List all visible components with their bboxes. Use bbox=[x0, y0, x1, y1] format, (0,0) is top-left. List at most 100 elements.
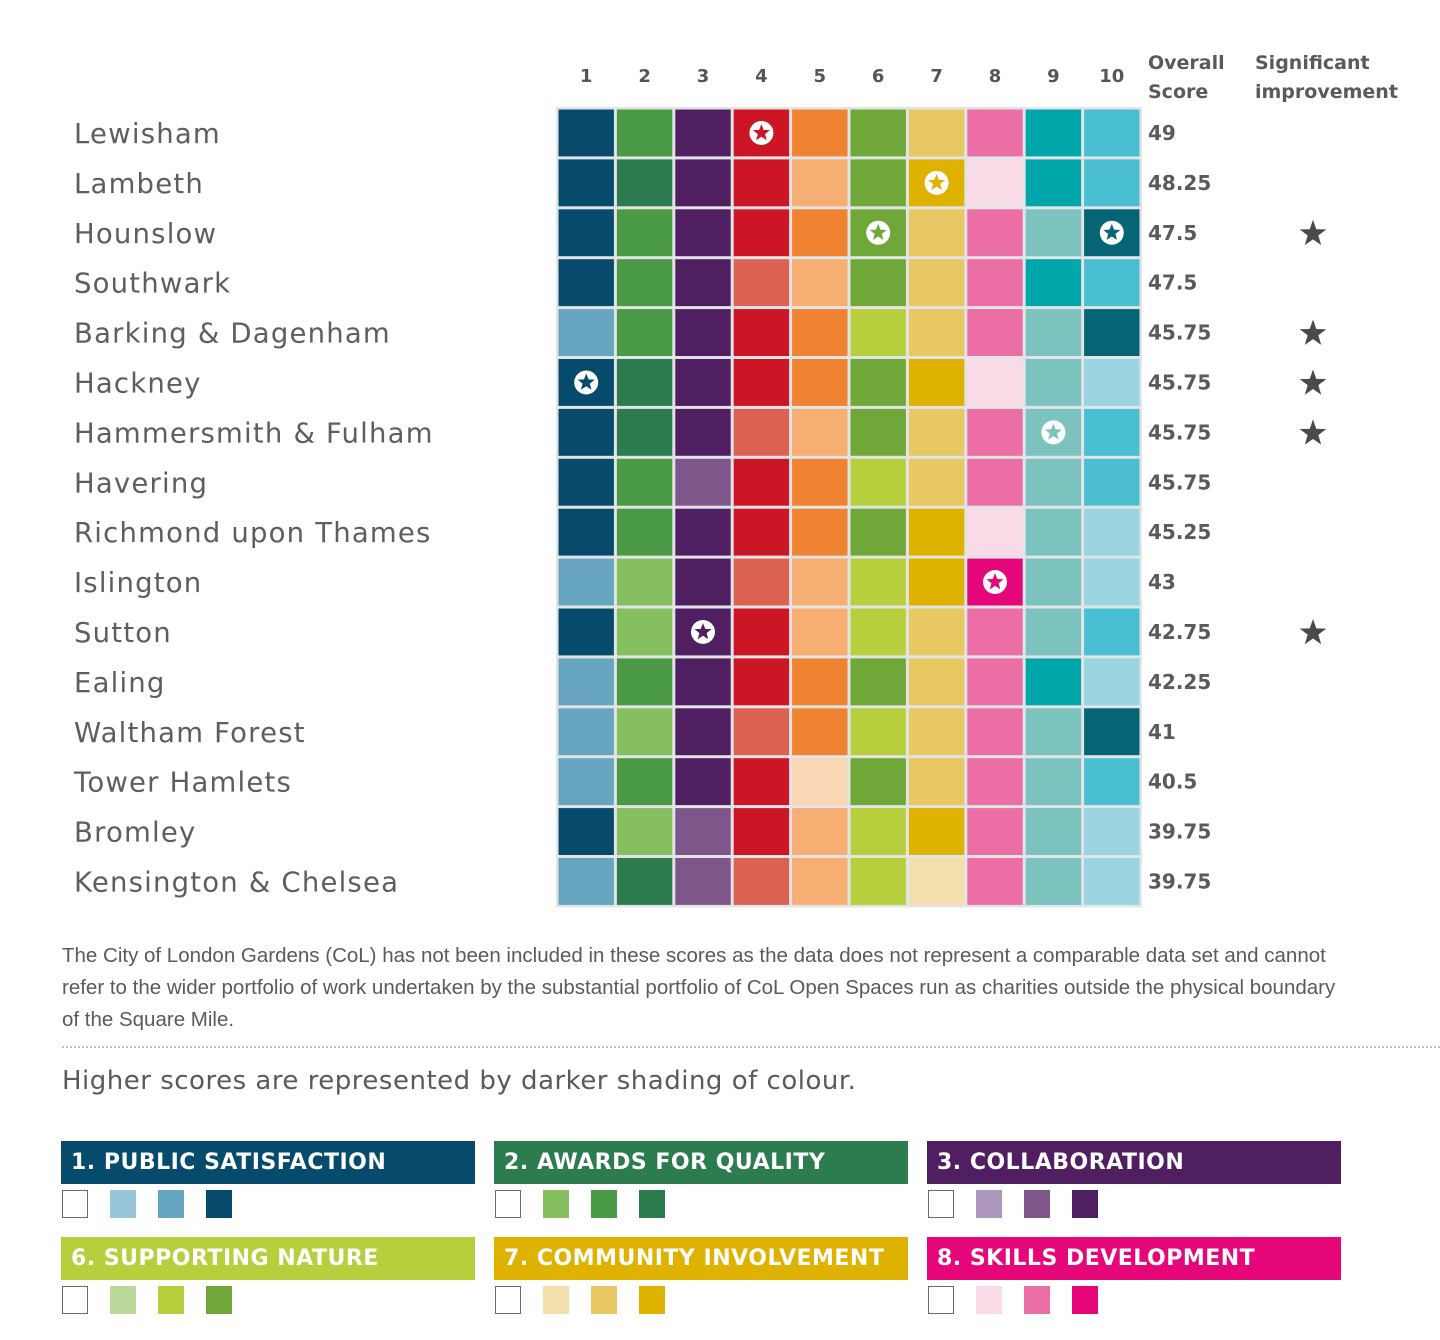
heatmap-cell bbox=[616, 109, 673, 157]
legend-swatch bbox=[976, 1286, 1002, 1314]
legend-swatch bbox=[976, 1190, 1002, 1218]
heatmap-chart: 1 2 3 4 5 6 7 8 9 10 Overall Score Significant improv… bbox=[73, 52, 1398, 908]
heatmap-cell bbox=[733, 608, 790, 656]
heatmap-cell bbox=[675, 259, 731, 307]
heatmap-cell bbox=[850, 359, 906, 406]
overall-score-header: Overall bbox=[1148, 52, 1225, 74]
heatmap-cell bbox=[967, 359, 1023, 406]
legend-swatch bbox=[206, 1286, 232, 1314]
row-label: Southwark bbox=[74, 268, 231, 300]
legend-swatch bbox=[543, 1190, 569, 1218]
heatmap-cell bbox=[1084, 858, 1140, 905]
heatmap-cell bbox=[792, 758, 848, 806]
legend-swatch bbox=[928, 1190, 954, 1218]
legend-swatches bbox=[61, 1190, 475, 1220]
heatmap-cell bbox=[675, 758, 731, 806]
heatmap-cell bbox=[792, 558, 848, 606]
legend-swatches bbox=[494, 1286, 908, 1316]
heatmap-cell bbox=[850, 558, 906, 606]
overall-score: 45.75 bbox=[1148, 420, 1211, 444]
heatmap-cell bbox=[1084, 558, 1140, 606]
heatmap-cell bbox=[850, 608, 906, 656]
column-header: 2 bbox=[638, 66, 651, 87]
heatmap-cell bbox=[850, 858, 906, 905]
heatmap-cell bbox=[1084, 508, 1140, 556]
legend-swatch bbox=[158, 1286, 184, 1314]
heatmap-cell bbox=[1084, 708, 1140, 756]
heatmap-cell bbox=[1084, 109, 1140, 157]
heatmap-cell bbox=[675, 808, 731, 855]
heatmap-cell bbox=[675, 408, 731, 456]
row-label: Waltham Forest bbox=[74, 717, 306, 749]
heatmap-cell bbox=[1025, 508, 1082, 556]
heatmap-cell bbox=[558, 259, 614, 307]
heatmap-cell bbox=[1025, 608, 1082, 656]
overall-score: 49 bbox=[1148, 121, 1176, 145]
column-header: 4 bbox=[755, 66, 768, 87]
heatmap-cell bbox=[1084, 758, 1140, 806]
legend-title: 7. COMMUNITY INVOLVEMENT bbox=[494, 1237, 908, 1280]
heatmap-cell bbox=[1084, 608, 1140, 656]
overall-score: 45.75 bbox=[1148, 370, 1211, 394]
heatmap-cell bbox=[967, 608, 1023, 656]
heatmap-cell bbox=[850, 408, 906, 456]
legend-swatches bbox=[927, 1190, 1341, 1220]
heatmap-cell bbox=[733, 858, 790, 905]
heatmap-cell bbox=[850, 259, 906, 307]
heatmap-cell bbox=[967, 658, 1023, 706]
heatmap-cell bbox=[1084, 159, 1140, 207]
heatmap-cell bbox=[1025, 259, 1082, 307]
heatmap-cell bbox=[558, 159, 614, 207]
heatmap-cell bbox=[908, 558, 965, 606]
heatmap-cell bbox=[616, 758, 673, 806]
legend-swatches bbox=[494, 1190, 908, 1220]
legend-swatch bbox=[206, 1190, 232, 1218]
row-label: Barking & Dagenham bbox=[74, 318, 391, 350]
row-label: Richmond upon Thames bbox=[74, 517, 432, 549]
legend-swatch bbox=[1024, 1286, 1050, 1314]
heatmap-cell bbox=[1025, 808, 1082, 855]
row-label: Islington bbox=[74, 567, 202, 599]
column-header: 7 bbox=[930, 66, 943, 87]
heatmap-cell bbox=[733, 758, 790, 806]
legend-swatch bbox=[591, 1286, 617, 1314]
improvement-header: improvement bbox=[1255, 81, 1398, 103]
heatmap-cell bbox=[1025, 359, 1082, 406]
heatmap-cell bbox=[1025, 458, 1082, 506]
row-label: Sutton bbox=[74, 617, 172, 649]
heatmap-cell bbox=[558, 458, 614, 506]
heatmap-cell bbox=[675, 309, 731, 356]
heatmap-cell bbox=[616, 408, 673, 456]
row-label: Lambeth bbox=[74, 168, 204, 200]
heatmap-cell bbox=[850, 309, 906, 356]
heatmap-cell bbox=[558, 608, 614, 656]
heatmap-cell bbox=[675, 109, 731, 157]
heatmap-cell bbox=[792, 259, 848, 307]
improvement-star-icon bbox=[1299, 369, 1327, 395]
heatmap-cell bbox=[675, 209, 731, 257]
improvement-star-icon bbox=[1299, 419, 1327, 445]
improvement-star-icon bbox=[1299, 219, 1327, 246]
heatmap-cell bbox=[675, 658, 731, 706]
heatmap-cell bbox=[733, 408, 790, 456]
row-label: Havering bbox=[74, 467, 208, 499]
heatmap-cell bbox=[616, 359, 673, 406]
heatmap-cell bbox=[1025, 858, 1082, 905]
heatmap-cell bbox=[1084, 359, 1140, 406]
heatmap-cell bbox=[967, 309, 1023, 356]
heatmap-cell bbox=[675, 508, 731, 556]
heatmap-cell bbox=[908, 608, 965, 656]
heatmap-cell bbox=[908, 508, 965, 556]
heatmap-cell bbox=[1084, 259, 1140, 307]
award-star-icon bbox=[1103, 223, 1121, 241]
footnote: The City of London Gardens (CoL) has not… bbox=[62, 944, 1336, 1031]
legend-item-awards-for-quality: 2. AWARDS FOR QUALITY bbox=[494, 1141, 908, 1220]
heatmap-cell bbox=[967, 758, 1023, 806]
legend-item-skills-development: 8. SKILLS DEVELOPMENT bbox=[927, 1237, 1341, 1316]
overall-score: 45.75 bbox=[1148, 470, 1211, 494]
heatmap-cell bbox=[733, 558, 790, 606]
row-label: Hammersmith & Fulham bbox=[74, 417, 434, 449]
heatmap-cell bbox=[1025, 309, 1082, 356]
heatmap-cell bbox=[908, 109, 965, 157]
heatmap-cell bbox=[733, 708, 790, 756]
